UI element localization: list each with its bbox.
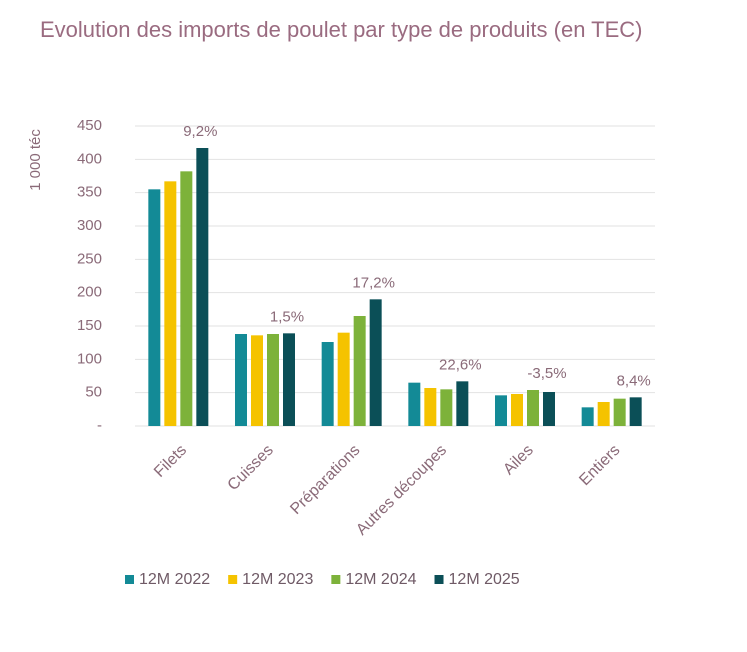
bar [511,394,523,426]
bar [267,334,279,426]
bar [424,388,437,426]
y-tick-label: - [97,417,102,434]
bar [495,395,507,426]
bar [353,316,366,426]
y-tick-label: 50 [85,384,102,401]
legend-swatch [125,575,134,584]
x-tick-label: Ailes [500,442,537,479]
bar [283,333,295,426]
y-tick-label: 450 [77,117,102,134]
bar [235,334,247,426]
bar [613,398,626,426]
y-tick-label: 150 [77,317,102,334]
annotation: -3,5% [527,365,566,382]
bar [321,342,334,426]
y-tick-label: 200 [77,284,102,301]
x-tick-label: Filets [151,442,190,481]
y-tick-label: 350 [77,184,102,201]
chart-title: Evolution des imports de poulet par type… [40,17,643,42]
bar [148,189,161,426]
bar [629,397,642,426]
bar [180,171,193,426]
annotation: 17,2% [352,274,395,291]
bar [440,389,453,426]
y-axis-label: 1 000 téc [27,129,44,191]
x-tick-label: Préparations [287,442,363,518]
y-tick-label: 100 [77,350,102,367]
bar [408,382,421,426]
x-tick-label: Cuisses [225,442,277,494]
legend-label: 12M 2022 [139,571,210,588]
bar [527,390,539,426]
legend-label: 12M 2023 [242,571,313,588]
bar [597,402,610,426]
x-tick-label: Autres découpes [353,442,450,539]
annotation: 9,2% [183,123,217,140]
bar [164,181,177,426]
x-tick-label: Entiers [576,442,623,489]
y-tick-label: 400 [77,150,102,167]
legend-swatch [434,575,444,584]
annotation: 22,6% [439,356,482,373]
legend-swatch [331,575,341,584]
bar [581,407,594,426]
legend-label: 12M 2024 [345,571,416,588]
legend-swatch [228,575,238,584]
bar [369,299,382,426]
annotation: 8,4% [617,372,651,389]
y-tick-label: 300 [77,217,102,234]
bar [196,148,209,426]
bar [456,381,469,426]
bar [543,392,555,426]
annotation: 1,5% [270,308,304,325]
bar [337,332,350,426]
legend-label: 12M 2025 [449,571,520,588]
bar [251,335,263,426]
y-tick-label: 250 [77,250,102,267]
